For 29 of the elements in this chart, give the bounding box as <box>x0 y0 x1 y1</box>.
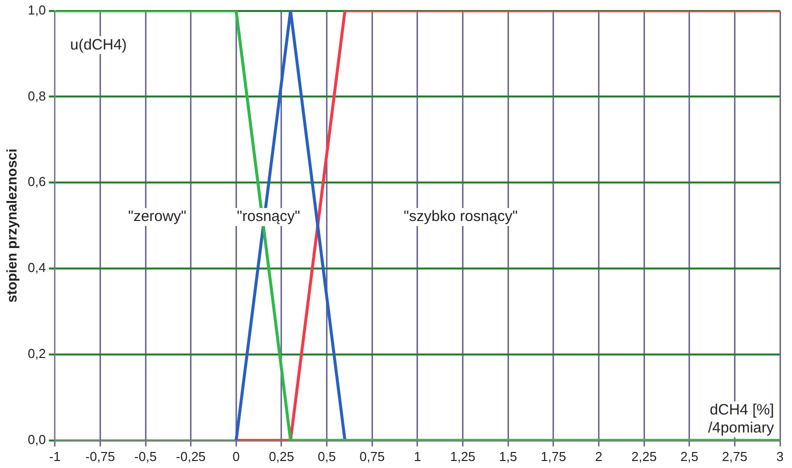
x-tick-label: 0,75 <box>359 448 385 464</box>
x-tick-label: 0,25 <box>268 448 294 464</box>
y-tick-label: 0,4 <box>28 260 46 276</box>
y-tick-label: 0,8 <box>28 88 46 104</box>
x-tick-label: 1,25 <box>450 448 476 464</box>
x-tick-label: 0,5 <box>318 448 336 464</box>
x-tick-label: -0,75 <box>85 448 116 464</box>
y-tick-label: 0,0 <box>28 432 46 447</box>
x-tick-label: 3 <box>776 448 784 464</box>
y-tick-label: 0,6 <box>28 174 46 190</box>
y-tick-label: 1,0 <box>28 2 46 18</box>
annotation: "rosnący" <box>236 208 300 226</box>
x-tick-label: 2,5 <box>680 448 698 464</box>
x-tick-label: 2,25 <box>631 448 657 464</box>
annotation: "zerowy" <box>128 208 186 226</box>
x-tick-label: 0 <box>232 448 240 464</box>
x-tick-label: 2 <box>595 448 602 464</box>
x-tick-label: 2,75 <box>722 448 748 464</box>
x-axis-title: dCH4 [%] /4pomiary <box>708 402 774 437</box>
x-tick-label: -1 <box>49 448 61 464</box>
x-tick-label: 1 <box>414 448 422 464</box>
annotation: "szybko rosnący" <box>404 208 518 226</box>
x-tick-label: -0,25 <box>176 448 206 464</box>
x-tick-label: -0,5 <box>134 448 157 464</box>
x-tick-label: 1,75 <box>540 448 566 464</box>
x-tick-label: 1,5 <box>499 448 518 464</box>
y-tick-label: 0,2 <box>28 346 46 362</box>
annotation: u(dCH4) <box>70 36 127 54</box>
y-axis-title: stopien przynaleznosci <box>3 148 20 303</box>
